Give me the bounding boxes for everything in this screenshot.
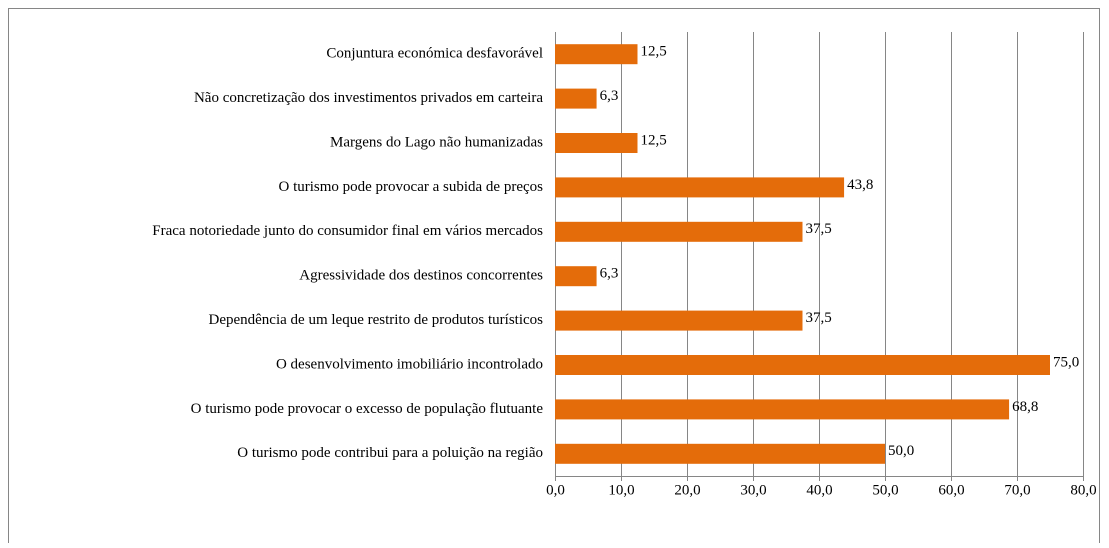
data-label: 68,8 xyxy=(1012,399,1038,415)
bar xyxy=(555,310,803,331)
bar xyxy=(555,177,845,198)
data-label: 50,0 xyxy=(888,443,914,459)
x-tick-label: 80,0 xyxy=(1070,482,1096,498)
bar xyxy=(555,399,1010,420)
y-tick-label: Conjuntura económica desfavorável xyxy=(326,46,543,62)
x-tick-label: 30,0 xyxy=(740,482,766,498)
data-label: 75,0 xyxy=(1053,354,1079,370)
bar xyxy=(555,44,638,65)
y-tick-label: Margens do Lago não humanizadas xyxy=(330,134,543,150)
x-tick-label: 70,0 xyxy=(1004,482,1030,498)
bar xyxy=(555,88,597,109)
y-tick-label: Dependência de um leque restrito de prod… xyxy=(209,312,544,328)
y-tick-label: O turismo pode provocar o excesso de pop… xyxy=(191,401,544,417)
x-tick-label: 40,0 xyxy=(806,482,832,498)
x-tick-label: 0,0 xyxy=(546,482,565,498)
y-tick-label: O turismo pode provocar a subida de preç… xyxy=(278,179,543,195)
y-tick-label: O desenvolvimento imobiliário incontrola… xyxy=(276,356,543,372)
chart-frame xyxy=(8,8,1100,548)
y-tick-label: Agressividade dos destinos concorrentes xyxy=(299,268,543,284)
data-label: 43,8 xyxy=(847,177,873,193)
data-label: 6,3 xyxy=(600,266,619,282)
y-tick-label: Não concretização dos investimentos priv… xyxy=(194,90,543,106)
bar xyxy=(555,443,885,464)
bar xyxy=(555,221,803,242)
bar xyxy=(555,133,638,153)
bar xyxy=(555,266,597,287)
data-label: 37,5 xyxy=(806,310,832,326)
data-label: 12,5 xyxy=(641,132,667,148)
data-label: 6,3 xyxy=(600,88,619,104)
y-tick-label: O turismo pode contribui para a poluição… xyxy=(237,445,543,461)
x-tick-label: 60,0 xyxy=(938,482,964,498)
x-tick-label: 10,0 xyxy=(608,482,634,498)
data-label: 12,5 xyxy=(641,44,667,60)
data-label: 37,5 xyxy=(806,221,832,237)
x-tick-label: 50,0 xyxy=(872,482,898,498)
bar xyxy=(555,355,1050,375)
y-tick-label: Fraca notoriedade junto do consumidor fi… xyxy=(152,223,543,239)
x-tick-label: 20,0 xyxy=(674,482,700,498)
